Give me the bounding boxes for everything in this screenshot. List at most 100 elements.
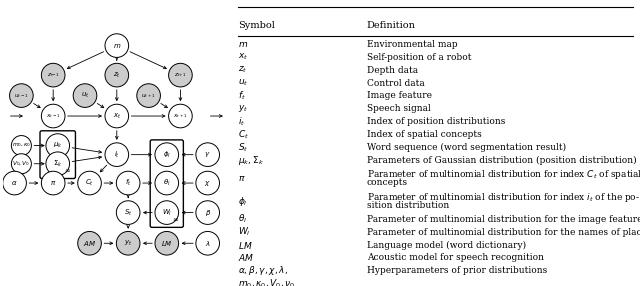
- Text: $x_{t+1}$: $x_{t+1}$: [173, 112, 188, 120]
- Circle shape: [42, 104, 65, 128]
- Circle shape: [46, 152, 70, 176]
- Circle shape: [155, 231, 179, 255]
- Circle shape: [196, 231, 220, 255]
- Circle shape: [105, 143, 129, 166]
- Circle shape: [3, 171, 26, 195]
- Text: $u_{t-1}$: $u_{t-1}$: [14, 92, 29, 100]
- Text: $\infty$: $\infty$: [172, 217, 179, 223]
- Text: Index of spatial concepts: Index of spatial concepts: [367, 130, 481, 139]
- Text: $z_t$: $z_t$: [237, 65, 247, 76]
- Text: $\alpha, \beta, \gamma, \chi, \lambda,$: $\alpha, \beta, \gamma, \chi, \lambda,$: [237, 264, 287, 277]
- Text: $i_t$: $i_t$: [237, 116, 245, 128]
- Text: $W_l$: $W_l$: [237, 226, 250, 238]
- Circle shape: [105, 63, 129, 87]
- Text: $u_t$: $u_t$: [237, 78, 248, 88]
- Text: $\beta$: $\beta$: [205, 208, 211, 218]
- Text: $m_0, \kappa_0, V_0, \nu_0$: $m_0, \kappa_0, V_0, \nu_0$: [237, 277, 295, 286]
- Circle shape: [73, 84, 97, 108]
- Text: Self-position of a robot: Self-position of a robot: [367, 53, 471, 62]
- Text: $f_t$: $f_t$: [237, 90, 246, 102]
- Text: $x_{t-1}$: $x_{t-1}$: [46, 112, 60, 120]
- Text: Symbol: Symbol: [237, 21, 275, 30]
- Text: Speech signal: Speech signal: [367, 104, 431, 113]
- Circle shape: [196, 201, 220, 225]
- Text: $V_0,V_0$: $V_0,V_0$: [12, 159, 31, 168]
- Text: Parameter of multinomial distribution for the image feature: Parameter of multinomial distribution fo…: [367, 215, 640, 224]
- Text: $m_0,\kappa_0$: $m_0,\kappa_0$: [12, 142, 31, 150]
- Text: Image feature: Image feature: [367, 92, 431, 100]
- Circle shape: [42, 63, 65, 87]
- Text: Definition: Definition: [367, 21, 415, 30]
- Text: $C_t$: $C_t$: [237, 128, 248, 141]
- Text: $\pi$: $\pi$: [50, 179, 56, 187]
- Circle shape: [196, 143, 220, 166]
- Text: $z_{t\!-\!1}$: $z_{t\!-\!1}$: [47, 71, 60, 79]
- Text: $\phi_l$: $\phi_l$: [237, 195, 247, 208]
- Text: Parameter of multinomial distribution for index $C_t$ of spatial: Parameter of multinomial distribution fo…: [367, 168, 640, 181]
- Text: $LM$: $LM$: [237, 239, 252, 251]
- Text: $z_t$: $z_t$: [113, 71, 121, 80]
- Circle shape: [116, 171, 140, 195]
- Text: $\chi$: $\chi$: [204, 178, 211, 188]
- Text: Language model (word dictionary): Language model (word dictionary): [367, 241, 526, 250]
- Text: Environmental map: Environmental map: [367, 40, 458, 49]
- Circle shape: [155, 201, 179, 225]
- Text: $f_t$: $f_t$: [125, 178, 131, 188]
- Text: $x_t$: $x_t$: [113, 112, 121, 121]
- Circle shape: [10, 84, 33, 108]
- Text: $m$: $m$: [237, 40, 248, 49]
- Text: Parameter of multinomial distribution for the names of places: Parameter of multinomial distribution fo…: [367, 228, 640, 237]
- Text: $y_t$: $y_t$: [237, 103, 248, 114]
- Text: $\gamma$: $\gamma$: [204, 150, 211, 159]
- Circle shape: [116, 231, 140, 255]
- Text: Index of position distributions: Index of position distributions: [367, 117, 505, 126]
- Text: $\mu_k, \Sigma_k$: $\mu_k, \Sigma_k$: [237, 154, 264, 167]
- Text: Word sequence (word segmentation result): Word sequence (word segmentation result): [367, 143, 566, 152]
- Text: $i_t$: $i_t$: [114, 150, 120, 160]
- Text: $\lambda$: $\lambda$: [205, 239, 211, 248]
- Text: $z_{t\!+\!1}$: $z_{t\!+\!1}$: [174, 71, 187, 79]
- Text: $\phi_l$: $\phi_l$: [163, 150, 171, 160]
- Circle shape: [116, 201, 140, 225]
- Circle shape: [77, 231, 101, 255]
- Text: $y_t$: $y_t$: [124, 239, 132, 248]
- Text: $u_t$: $u_t$: [81, 91, 89, 100]
- Text: Control data: Control data: [367, 79, 424, 88]
- Text: $S_t$: $S_t$: [124, 207, 132, 218]
- Text: $\Sigma_k$: $\Sigma_k$: [53, 159, 63, 169]
- Circle shape: [196, 171, 220, 195]
- Text: $\pi$: $\pi$: [237, 174, 245, 183]
- Circle shape: [12, 154, 31, 174]
- Text: $LM$: $LM$: [161, 239, 173, 248]
- Circle shape: [155, 143, 179, 166]
- Text: concepts: concepts: [367, 178, 408, 187]
- Circle shape: [155, 171, 179, 195]
- Circle shape: [105, 34, 129, 57]
- Text: $\theta_l$: $\theta_l$: [163, 178, 171, 188]
- Text: Parameter of multinomial distribution for index $i_t$ of the po-: Parameter of multinomial distribution fo…: [367, 191, 639, 204]
- Text: $\alpha$: $\alpha$: [12, 179, 18, 187]
- Text: $x_t$: $x_t$: [237, 52, 248, 62]
- Text: $\infty$: $\infty$: [64, 168, 71, 174]
- Circle shape: [42, 171, 65, 195]
- Text: $\theta_l$: $\theta_l$: [237, 213, 247, 225]
- Text: Parameters of Gaussian distribution (position distribution): Parameters of Gaussian distribution (pos…: [367, 156, 636, 165]
- Circle shape: [77, 171, 101, 195]
- Text: Depth data: Depth data: [367, 65, 418, 75]
- Circle shape: [12, 136, 31, 156]
- Text: $C_t$: $C_t$: [85, 178, 94, 188]
- Text: $W_l$: $W_l$: [162, 207, 172, 218]
- Text: $S_t$: $S_t$: [237, 141, 248, 154]
- Text: $AM$: $AM$: [83, 239, 96, 248]
- Text: $AM$: $AM$: [237, 253, 254, 263]
- Circle shape: [168, 104, 192, 128]
- Circle shape: [168, 63, 192, 87]
- Circle shape: [105, 104, 129, 128]
- Text: Acoustic model for speech recognition: Acoustic model for speech recognition: [367, 253, 543, 263]
- Text: Hyperparameters of prior distributions: Hyperparameters of prior distributions: [367, 266, 547, 275]
- Circle shape: [137, 84, 161, 108]
- Text: $m$: $m$: [113, 41, 121, 49]
- Circle shape: [46, 134, 70, 157]
- Text: sition distribution: sition distribution: [367, 201, 449, 210]
- Text: $u_{t+1}$: $u_{t+1}$: [141, 92, 156, 100]
